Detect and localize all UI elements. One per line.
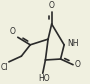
Text: Cl: Cl <box>0 63 8 72</box>
Text: O: O <box>75 60 81 69</box>
Text: O: O <box>10 27 16 36</box>
Text: NH: NH <box>67 39 78 48</box>
Text: O: O <box>49 1 55 10</box>
Text: HO: HO <box>38 74 49 83</box>
